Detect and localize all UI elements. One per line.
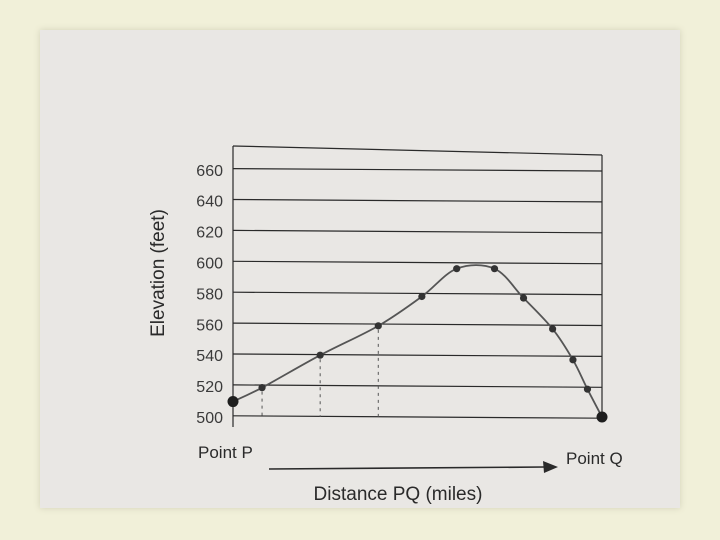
y-tick-620: 620 [196,225,223,242]
y-tick-600: 600 [196,256,223,273]
gridline-640 [232,198,603,203]
slide-panel: 500 520 540 560 580 600 620 640 660 Elevation (f… [40,30,680,508]
y-axis-title: Elevation (feet) [148,209,169,337]
data-point [374,322,382,330]
x-axis-title: Distance PQ (miles) [314,484,483,505]
data-point [549,325,557,333]
distance-arrow-shaft [268,466,546,470]
data-point [490,265,499,273]
data-point [316,351,324,359]
end-point-label: Point Q [566,449,623,468]
data-point [453,265,461,273]
y-tick-560: 560 [196,317,223,334]
start-point-label: Point P [198,443,253,462]
grid-layer [232,145,603,427]
data-point [569,356,577,364]
gridline-660 [232,168,603,172]
y-tick-520: 520 [196,379,223,396]
y-tick-660: 660 [196,163,223,180]
gridline-520 [232,384,603,388]
data-point [258,384,266,392]
data-point [583,385,592,393]
data-points [227,265,608,423]
drop-lines [261,329,379,417]
distance-arrow-head [543,461,558,473]
gridline-580 [232,291,603,296]
gridline-500 [232,415,603,419]
y-tick-labels: 500 520 540 560 580 600 620 640 660 [196,163,223,427]
gridline-600 [232,260,603,265]
elevation-curve [232,264,603,418]
y-tick-500: 500 [196,410,223,427]
gridline-540 [232,353,603,357]
elevation-profile-chart: 500 520 540 560 580 600 620 640 660 Elevation (f… [148,145,623,505]
data-point [519,294,528,302]
data-point [418,292,426,301]
endpoint-marker [596,411,608,423]
y-tick-640: 640 [196,194,223,211]
gridline-560 [232,322,603,327]
plot-frame-top [232,145,603,156]
endpoint-marker [227,396,239,408]
y-tick-580: 580 [196,286,223,303]
y-tick-540: 540 [196,348,223,365]
gridline-620 [232,229,603,234]
